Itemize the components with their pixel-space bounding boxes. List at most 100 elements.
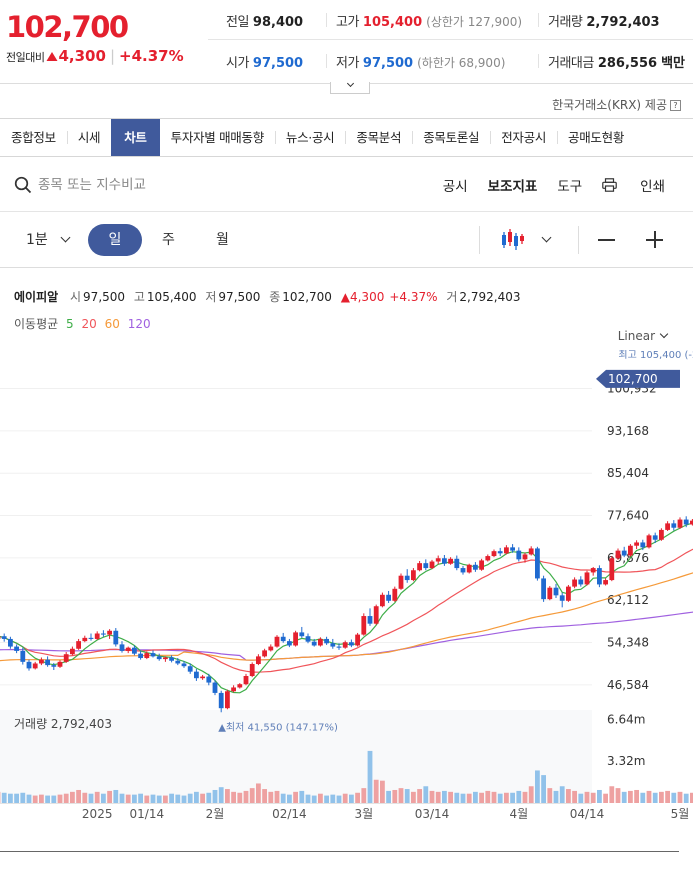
candle-body — [479, 560, 484, 570]
expand-toggle[interactable] — [330, 79, 370, 94]
tab-quotes[interactable]: 시세 — [66, 119, 111, 156]
price-chart[interactable]: 46,58454,34862,11269,87677,64085,40493,1… — [0, 350, 693, 840]
volume-bar — [206, 792, 212, 803]
volume-bar — [138, 793, 143, 803]
stats-row-1: 전일 98,400 고가 105,400 (상한가 127,900) 거래량 2,792… — [208, 0, 693, 40]
volume-bar — [423, 786, 429, 803]
volume-bar — [466, 793, 472, 803]
candle-body — [553, 587, 559, 596]
stat-low: 저가 97,500 (하한가 68,900) — [336, 56, 506, 71]
candle-body — [485, 556, 491, 561]
candle-body — [26, 661, 32, 669]
current-price-label: 102,700 — [608, 372, 658, 386]
period-week[interactable]: 주 — [162, 232, 175, 248]
candle-body — [32, 663, 38, 669]
low-annotation: ▲최저 41,550 (147.17%) — [218, 721, 338, 733]
ma5-line — [0, 522, 693, 694]
volume-bar — [690, 792, 693, 803]
candle-body — [640, 542, 646, 548]
scale-label: Linear — [617, 329, 655, 343]
chart-type-select[interactable] — [496, 224, 556, 256]
candle-body — [677, 519, 683, 528]
open-label: 시 — [70, 290, 82, 304]
candle-body — [8, 638, 13, 647]
indicator-button[interactable]: 보조지표 — [487, 179, 538, 195]
tab-investor-trading[interactable]: 투자자별 매매동향 — [170, 130, 265, 145]
volume-bar — [8, 793, 13, 803]
volume-bar — [280, 793, 286, 803]
volume-bar — [268, 791, 274, 803]
compare-search-input[interactable] — [38, 175, 338, 195]
volume-bar — [187, 793, 193, 803]
volume-bar — [485, 790, 491, 803]
volume-bar — [132, 794, 137, 803]
candle-body — [156, 656, 162, 660]
volume-bar — [51, 795, 57, 803]
candle-body — [194, 671, 199, 679]
quote-header: 102,700 전일대비 4,300 | +4.37% 전일 98,400 고가 105,… — [0, 0, 693, 92]
volume-bar — [621, 791, 627, 803]
candle-body — [510, 547, 515, 551]
period-month[interactable]: 월 — [216, 232, 229, 248]
tab-short-selling[interactable]: 공매도현황 — [557, 119, 635, 156]
volume-bar — [603, 793, 608, 803]
zoom-out-button[interactable] — [592, 224, 622, 256]
tab-overview[interactable]: 종합정보 — [11, 130, 56, 145]
volume-bar — [404, 789, 410, 803]
candle-body — [293, 632, 298, 646]
volume-label: 거 — [446, 290, 458, 304]
candle-body — [125, 647, 131, 651]
tab-discussion[interactable]: 종목토론실 — [412, 119, 490, 156]
tab-disclosure[interactable]: 전자공시 — [490, 119, 557, 156]
volume-bar — [504, 792, 509, 803]
volume-bar — [287, 794, 292, 803]
candle-body — [20, 650, 26, 662]
chevron-down-icon — [346, 79, 354, 88]
volume-bar — [454, 792, 460, 803]
volume-bar — [39, 794, 44, 803]
candle-body — [225, 691, 230, 709]
stat-divider — [326, 54, 327, 68]
period-day[interactable]: 일 — [88, 224, 142, 256]
candle-body — [231, 687, 236, 692]
volume-bar — [311, 795, 317, 803]
candle-body — [305, 636, 311, 642]
ma20-line — [0, 548, 693, 673]
volume-bar — [628, 790, 633, 803]
candle-body — [528, 548, 534, 555]
volume-bar — [299, 790, 305, 803]
volume-bar — [429, 790, 435, 803]
change-pct-value: +4.37% — [389, 290, 438, 304]
low-value: 97,500 — [218, 290, 261, 304]
ma120-label: 120 — [127, 317, 151, 331]
tab-chart[interactable]: 차트 — [111, 119, 160, 156]
open-value: 97,500 — [83, 290, 126, 304]
ma5-label: 5 — [66, 317, 74, 331]
tool-button[interactable]: 도구 — [557, 179, 583, 195]
print-button[interactable]: 인쇄 — [602, 175, 665, 195]
notice-button[interactable]: 공시 — [442, 179, 468, 195]
volume-bar — [243, 790, 249, 803]
candle-body — [200, 676, 205, 679]
candle-body — [88, 637, 94, 639]
candle-body — [330, 643, 336, 647]
volume-bar — [677, 791, 683, 803]
volume-bar — [479, 792, 484, 803]
period-minute-label: 1분 — [26, 232, 48, 248]
tab-analysis[interactable]: 종목분석 — [345, 119, 412, 156]
toolbar-divider — [578, 226, 579, 254]
volume-bar — [373, 779, 379, 803]
help-icon[interactable]: ? — [670, 100, 681, 111]
scale-select[interactable]: Linear — [617, 329, 669, 343]
stats-row-2: 시가 97,500 저가 97,500 (하한가 68,900) 거래대금 286,55… — [208, 41, 693, 81]
volume-bar — [671, 792, 677, 803]
volume-bar — [274, 790, 280, 803]
volume-bar — [163, 795, 168, 803]
tab-news[interactable]: 뉴스·공시 — [274, 119, 345, 156]
period-minute[interactable]: 1분 — [26, 229, 71, 249]
volume-bar — [107, 790, 112, 803]
candle-body — [578, 579, 584, 585]
candle-body — [268, 646, 274, 651]
candle-body — [274, 636, 280, 647]
zoom-in-button[interactable] — [640, 224, 670, 256]
